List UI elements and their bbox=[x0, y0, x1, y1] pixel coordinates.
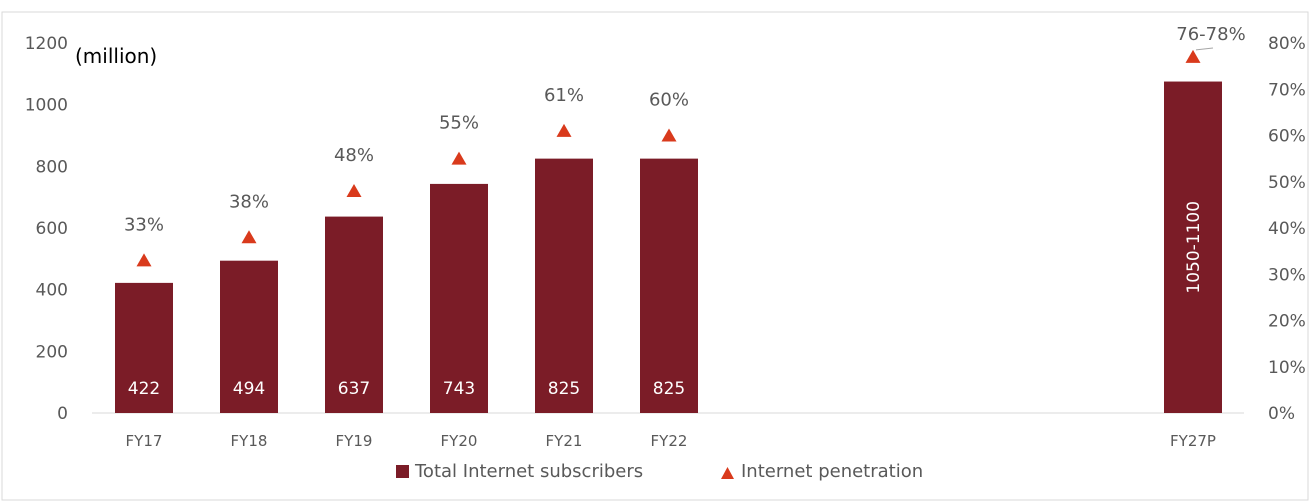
category-label: FY22 bbox=[651, 432, 688, 450]
bar-value-label: 637 bbox=[338, 379, 370, 399]
right-tick-label: 80% bbox=[1268, 34, 1306, 54]
category-label: FY19 bbox=[336, 432, 373, 450]
left-tick-label: 0 bbox=[57, 404, 68, 424]
left-tick-label: 600 bbox=[36, 219, 68, 239]
legend-label-bar: Total Internet subscribers bbox=[414, 461, 643, 482]
marker-value-label: 48% bbox=[334, 145, 374, 166]
bar bbox=[640, 158, 698, 413]
right-tick-label: 40% bbox=[1268, 219, 1306, 239]
right-tick-label: 60% bbox=[1268, 127, 1306, 147]
leader-line bbox=[1195, 47, 1214, 51]
right-axis: 0% 10% 20% 30% 40% 50% 60% 70% 80% bbox=[1268, 34, 1306, 424]
category-label: FY20 bbox=[441, 432, 478, 450]
bar-value-label: 825 bbox=[548, 379, 580, 399]
right-tick-label: 0% bbox=[1268, 404, 1295, 424]
bar bbox=[325, 216, 383, 413]
bar bbox=[430, 183, 488, 413]
left-tick-label: 1200 bbox=[25, 34, 68, 54]
bar-value-label: 743 bbox=[443, 379, 475, 399]
right-tick-label: 10% bbox=[1268, 358, 1306, 378]
marker bbox=[346, 184, 362, 197]
legend-label-marker: Internet penetration bbox=[741, 461, 923, 482]
marker-value-label: 38% bbox=[229, 191, 269, 212]
marker-value-label: 76-78% bbox=[1176, 24, 1245, 45]
marker bbox=[451, 151, 467, 165]
legend-swatch-marker bbox=[721, 467, 734, 479]
bar-value-label: 494 bbox=[233, 379, 265, 399]
bar bbox=[220, 260, 278, 413]
left-axis: 0 200 400 600 800 1000 1200 bbox=[25, 34, 68, 424]
bar-value-label: 422 bbox=[128, 379, 160, 399]
right-tick-label: 20% bbox=[1268, 312, 1306, 332]
left-tick-label: 400 bbox=[36, 281, 68, 301]
marker bbox=[556, 123, 572, 137]
marker-series: 33% 38% 48% 55% 61% 60% 76-78% bbox=[124, 24, 1246, 267]
marker bbox=[136, 253, 152, 267]
legend: Total Internet subscribers Internet pene… bbox=[396, 461, 923, 482]
left-tick-label: 800 bbox=[36, 157, 68, 177]
marker bbox=[661, 128, 677, 142]
marker-value-label: 60% bbox=[649, 90, 689, 111]
category-label: FY21 bbox=[546, 432, 583, 450]
marker bbox=[1185, 49, 1201, 63]
chart-border bbox=[1, 11, 1309, 501]
right-tick-label: 30% bbox=[1268, 265, 1306, 285]
right-tick-label: 70% bbox=[1268, 80, 1306, 100]
bar bbox=[535, 158, 593, 413]
right-tick-label: 50% bbox=[1268, 173, 1306, 193]
bar bbox=[1164, 81, 1222, 414]
unit-label: (million) bbox=[75, 44, 157, 68]
left-tick-label: 1000 bbox=[25, 96, 68, 116]
marker bbox=[241, 230, 257, 244]
marker-value-label: 55% bbox=[439, 113, 479, 134]
bar-value-label: 825 bbox=[653, 379, 685, 399]
left-tick-label: 200 bbox=[36, 342, 68, 362]
legend-swatch-bar bbox=[396, 465, 409, 478]
marker-value-label: 61% bbox=[544, 85, 584, 106]
bar-series: 422 494 637 743 825 825 1050-1100 bbox=[115, 81, 1222, 414]
category-label: FY27P bbox=[1170, 432, 1216, 450]
category-label: FY18 bbox=[231, 432, 268, 450]
marker-value-label: 33% bbox=[124, 214, 164, 235]
bar bbox=[115, 282, 173, 413]
bar-value-label: 1050-1100 bbox=[1184, 201, 1204, 294]
category-axis: FY17 FY18 FY19 FY20 FY21 FY22 FY27P bbox=[126, 432, 1216, 450]
category-label: FY17 bbox=[126, 432, 163, 450]
